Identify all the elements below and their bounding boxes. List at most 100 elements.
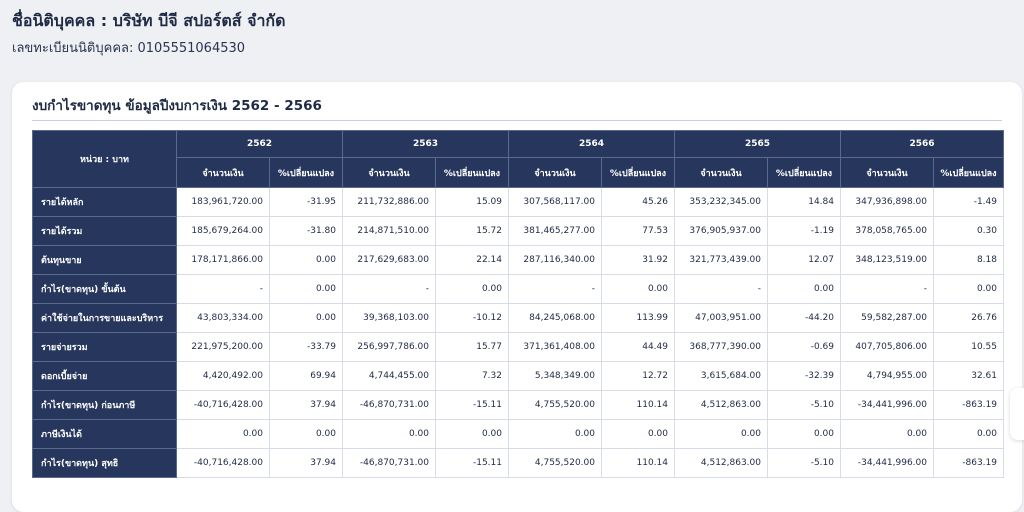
amount-cell: 47,003,951.00 xyxy=(674,303,768,333)
card-divider xyxy=(32,120,1002,121)
change-cell: 0.00 xyxy=(601,274,675,304)
change-cell: 45.26 xyxy=(601,187,675,217)
amount-cell: 0.00 xyxy=(840,419,934,449)
amount-cell: -40,716,428.00 xyxy=(176,448,270,478)
amount-cell: 217,629,683.00 xyxy=(342,245,436,275)
amount-cell: - xyxy=(840,274,934,304)
change-cell: 0.00 xyxy=(767,419,841,449)
amount-cell: 256,997,786.00 xyxy=(342,332,436,362)
row-label: รายจ่ายรวม xyxy=(32,332,177,362)
income-statement-table: หน่วย : บาท 2562 2563 2564 2565 2566 จำน… xyxy=(32,130,1004,478)
amount-cell: 0.00 xyxy=(674,419,768,449)
income-statement-card: งบกำไรขาดทุน ข้อมูลปีงบการเงิน 2562 - 25… xyxy=(12,82,1022,512)
change-cell: 32.61 xyxy=(933,361,1004,391)
change-cell: -5.10 xyxy=(767,448,841,478)
amount-cell: 376,905,937.00 xyxy=(674,216,768,246)
amount-cell: 39,368,103.00 xyxy=(342,303,436,333)
change-header: %เปลี่ยนแปลง xyxy=(269,157,343,188)
change-cell: 8.18 xyxy=(933,245,1004,275)
table-body: รายได้หลัก 183,961,720.00 -31.95 211,732,88… xyxy=(32,187,1004,478)
amount-cell: 347,936,898.00 xyxy=(840,187,934,217)
change-cell: -1.49 xyxy=(933,187,1004,217)
change-cell: -863.19 xyxy=(933,390,1004,420)
change-cell: 14.84 xyxy=(767,187,841,217)
amount-cell: 4,794,955.00 xyxy=(840,361,934,391)
amount-cell: 221,975,200.00 xyxy=(176,332,270,362)
row-label: ภาษีเงินได้ xyxy=(32,419,177,449)
amount-cell: 4,420,492.00 xyxy=(176,361,270,391)
row-label: กำไร(ขาดทุน) สุทธิ xyxy=(32,448,177,478)
change-cell: -10.12 xyxy=(435,303,509,333)
change-cell: -5.10 xyxy=(767,390,841,420)
change-cell: 77.53 xyxy=(601,216,675,246)
table-row: กำไร(ขาดทุน) ขั้นต้น -0.00-0.00-0.00-0.00… xyxy=(32,274,1004,304)
change-cell: 110.14 xyxy=(601,390,675,420)
amount-header: จำนวนเงิน xyxy=(840,157,934,188)
change-cell: 15.09 xyxy=(435,187,509,217)
subheader-row: จำนวนเงิน %เปลี่ยนแปลง จำนวนเงิน %เปลี่ย… xyxy=(33,157,1004,188)
company-header: ชื่อนิติบุคคล : บริษัท บีจี สปอร์ตส์ จำก… xyxy=(12,8,286,58)
amount-cell: 378,058,765.00 xyxy=(840,216,934,246)
side-panel-tab[interactable] xyxy=(1010,388,1024,440)
change-cell: 7.32 xyxy=(435,361,509,391)
row-label: ค่าใช้จ่ายในการขายและบริหาร xyxy=(32,303,177,333)
change-cell: 15.77 xyxy=(435,332,509,362)
amount-cell: 348,123,519.00 xyxy=(840,245,934,275)
change-cell: -31.80 xyxy=(269,216,343,246)
row-label: กำไร(ขาดทุน) ขั้นต้น xyxy=(32,274,177,304)
amount-cell: - xyxy=(508,274,602,304)
change-header: %เปลี่ยนแปลง xyxy=(933,157,1004,188)
amount-cell: 353,232,345.00 xyxy=(674,187,768,217)
change-cell: 0.00 xyxy=(601,419,675,449)
row-label: ดอกเบี้ยจ่าย xyxy=(32,361,177,391)
change-cell: -15.11 xyxy=(435,390,509,420)
row-label: กำไร(ขาดทุน) ก่อนภาษี xyxy=(32,390,177,420)
change-cell: 0.00 xyxy=(269,303,343,333)
amount-cell: 368,777,390.00 xyxy=(674,332,768,362)
change-cell: 0.00 xyxy=(269,419,343,449)
table-row: ภาษีเงินได้ 0.00 0.00 0.00 0.00 0.00 0.00 0.00 0… xyxy=(32,419,1004,449)
year-header: 2564 xyxy=(508,130,675,158)
row-label: รายได้รวม xyxy=(32,216,177,246)
amount-cell: 0.00 xyxy=(342,419,436,449)
table-row: ดอกเบี้ยจ่าย 4,420,492.00 69.94 4,744,455.0… xyxy=(32,361,1004,391)
unit-label: หน่วย : บาท xyxy=(32,130,177,188)
change-cell: -1.19 xyxy=(767,216,841,246)
change-cell: -15.11 xyxy=(435,448,509,478)
table-row: รายได้หลัก 183,961,720.00 -31.95 211,732,88… xyxy=(32,187,1004,217)
change-cell: 12.72 xyxy=(601,361,675,391)
change-cell: 0.00 xyxy=(933,274,1004,304)
amount-header: จำนวนเงิน xyxy=(508,157,602,188)
amount-cell: 0.00 xyxy=(176,419,270,449)
year-header-row: หน่วย : บาท 2562 2563 2564 2565 2566 xyxy=(32,130,1004,188)
change-cell: -0.69 xyxy=(767,332,841,362)
row-label: ต้นทุนขาย xyxy=(32,245,177,275)
company-name-title: ชื่อนิติบุคคล : บริษัท บีจี สปอร์ตส์ จำก… xyxy=(12,11,286,30)
change-cell: 12.07 xyxy=(767,245,841,275)
change-cell: 0.00 xyxy=(435,274,509,304)
amount-header: จำนวนเงิน xyxy=(674,157,768,188)
change-cell: -863.19 xyxy=(933,448,1004,478)
amount-cell: 211,732,886.00 xyxy=(342,187,436,217)
amount-cell: 321,773,439.00 xyxy=(674,245,768,275)
change-header: %เปลี่ยนแปลง xyxy=(435,157,509,188)
amount-cell: 0.00 xyxy=(508,419,602,449)
change-cell: 15.72 xyxy=(435,216,509,246)
card-title: งบกำไรขาดทุน ข้อมูลปีงบการเงิน 2562 - 25… xyxy=(32,98,322,114)
amount-header: จำนวนเงิน xyxy=(342,157,436,188)
table-row: ต้นทุนขาย 178,171,866.00 0.00 217,629,683.0… xyxy=(32,245,1004,275)
amount-cell: -34,441,996.00 xyxy=(840,448,934,478)
change-cell: 0.00 xyxy=(933,419,1004,449)
change-cell: 110.14 xyxy=(601,448,675,478)
amount-cell: 307,568,117.00 xyxy=(508,187,602,217)
amount-cell: 4,755,520.00 xyxy=(508,390,602,420)
amount-cell: 4,755,520.00 xyxy=(508,448,602,478)
amount-cell: - xyxy=(342,274,436,304)
amount-cell: 59,582,287.00 xyxy=(840,303,934,333)
registration-number: เลขทะเบียนนิติบุคคล: 0105551064530 xyxy=(12,41,246,56)
change-cell: 31.92 xyxy=(601,245,675,275)
change-cell: 0.00 xyxy=(767,274,841,304)
year-header: 2565 xyxy=(674,130,841,158)
amount-cell: 84,245,068.00 xyxy=(508,303,602,333)
amount-cell: 3,615,684.00 xyxy=(674,361,768,391)
